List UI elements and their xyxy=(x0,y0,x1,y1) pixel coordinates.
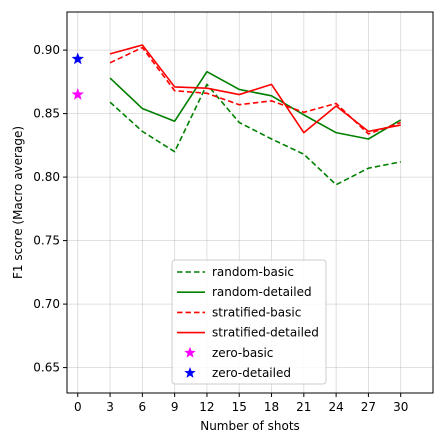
legend-label-stratified-basic: stratified-basic xyxy=(212,305,301,319)
y-tick-label: 0.85 xyxy=(33,107,60,121)
x-tick-label: 30 xyxy=(393,400,408,414)
axis-ticks: 0 3 6 9 12 15 18 21 24 27 30 0.65 0.70 0.75 0.80 0.85 0.… xyxy=(33,43,408,414)
legend-label-stratified-detailed: stratified-detailed xyxy=(212,326,319,340)
x-axis-label: Number of shots xyxy=(200,419,300,433)
y-tick-label: 0.65 xyxy=(33,361,60,375)
x-tick-label: 24 xyxy=(328,400,343,414)
x-tick-label: 27 xyxy=(361,400,376,414)
series-layer xyxy=(71,44,402,186)
legend-marker-zero-basic xyxy=(184,346,196,358)
x-tick-label: 18 xyxy=(264,400,279,414)
x-tick-label: 21 xyxy=(296,400,311,414)
x-tick-label: 9 xyxy=(171,400,179,414)
legend-label-random-basic: random-basic xyxy=(212,265,294,279)
y-tick-label: 0.75 xyxy=(33,234,60,248)
series-zero-detailed-star-point xyxy=(71,52,84,65)
y-tick-label: 0.70 xyxy=(33,297,60,311)
x-tick-label: 6 xyxy=(139,400,147,414)
x-tick-label: 12 xyxy=(199,400,214,414)
legend-label-zero-detailed: zero-detailed xyxy=(212,366,291,380)
y-tick-label: 0.80 xyxy=(33,170,60,184)
plot-frame xyxy=(66,11,434,394)
x-tick-label: 15 xyxy=(232,400,247,414)
x-tick-label: 0 xyxy=(74,400,82,414)
series-random-basic-line xyxy=(109,83,401,186)
series-random-detailed-line xyxy=(109,70,402,140)
series-stratified-detailed-line xyxy=(109,44,401,134)
y-axis-label: F1 score (Macro average) xyxy=(11,126,25,279)
legend-box xyxy=(171,259,327,385)
x-tick-label: 3 xyxy=(106,400,114,414)
legend-label-random-detailed: random-detailed xyxy=(212,285,312,299)
legend: random-basic random-detailed stratified-ba… xyxy=(171,259,327,385)
series-stratified-basic-line xyxy=(109,46,401,135)
legend-label-zero-basic: zero-basic xyxy=(212,346,273,360)
grid xyxy=(67,12,433,393)
series-zero-basic-star-point xyxy=(71,88,84,100)
y-tick-label: 0.90 xyxy=(33,43,60,57)
legend-marker-zero-detailed xyxy=(184,367,196,378)
